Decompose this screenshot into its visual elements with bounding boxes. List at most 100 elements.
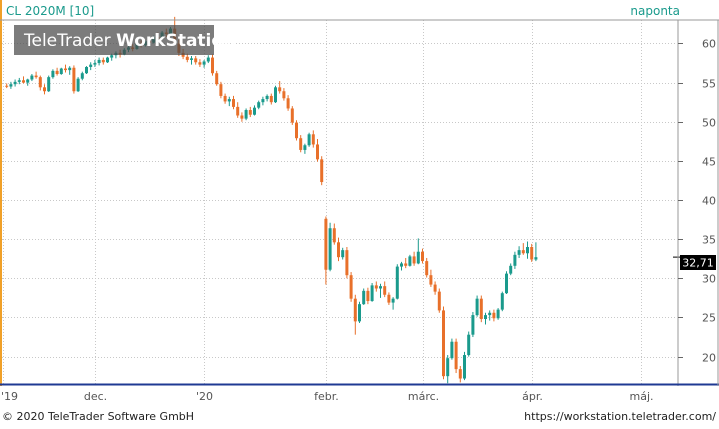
- source-url-link[interactable]: https://workstation.teletrader.com/: [524, 410, 716, 423]
- candle-body: [47, 77, 51, 92]
- candle-body: [534, 257, 538, 260]
- candle-body: [395, 266, 399, 299]
- candle-body: [248, 110, 252, 115]
- candle-body: [425, 261, 429, 276]
- candle-body: [59, 68, 63, 75]
- candle-body: [265, 95, 269, 100]
- candle-up: [450, 338, 454, 360]
- candle-body: [505, 273, 508, 294]
- candle-up: [446, 355, 450, 384]
- candle-body: [295, 122, 298, 139]
- candle-up: [26, 78, 30, 86]
- candle-up: [76, 77, 80, 93]
- candle-body: [215, 73, 219, 85]
- candle-up: [513, 251, 517, 269]
- candle-up: [358, 301, 361, 323]
- y-tick-label: 45: [702, 156, 716, 169]
- candle-body: [521, 250, 525, 254]
- candle-body: [110, 55, 114, 58]
- candle-body: [421, 251, 424, 262]
- y-tick-label: 30: [702, 273, 716, 286]
- candle-body: [496, 309, 500, 319]
- y-tick-label: 35: [702, 234, 716, 247]
- candle-up: [253, 105, 256, 116]
- candle-up: [475, 295, 479, 317]
- candle-down: [278, 81, 282, 94]
- candle-body: [450, 341, 454, 359]
- candle-body: [358, 304, 361, 322]
- candle-body: [509, 265, 513, 274]
- candle-body: [232, 99, 235, 107]
- candle-down: [324, 216, 328, 285]
- candle-up: [59, 67, 63, 75]
- candle-down: [286, 95, 290, 111]
- candle-down: [232, 95, 235, 110]
- candle-up: [106, 56, 109, 64]
- candle-down: [311, 130, 315, 148]
- candle-down: [374, 281, 378, 292]
- candle-down: [290, 106, 294, 125]
- candle-up: [370, 283, 374, 302]
- candle-body: [190, 58, 193, 60]
- candle-body: [530, 247, 534, 260]
- candle-up: [85, 66, 88, 75]
- candle-up: [89, 62, 93, 71]
- candle-body: [408, 256, 412, 266]
- candle-body: [324, 218, 328, 270]
- candle-up: [265, 94, 269, 102]
- candle-body: [97, 59, 101, 64]
- candle-up: [534, 242, 538, 262]
- candle-body: [467, 334, 471, 356]
- candle-body: [332, 228, 336, 243]
- symbol-label: CL 2020M [10]: [6, 4, 94, 18]
- candles: [5, 16, 680, 384]
- candle-body: [198, 62, 202, 65]
- candle-down: [433, 281, 437, 295]
- period-label[interactable]: naponta: [630, 4, 680, 18]
- candle-up: [51, 69, 55, 79]
- candle-body: [475, 298, 479, 316]
- candle-up: [416, 238, 420, 265]
- candle-body: [22, 80, 25, 83]
- plot-area[interactable]: [1, 20, 678, 384]
- candle-body: [194, 58, 198, 63]
- candle-down: [248, 106, 252, 118]
- candle-body: [488, 312, 492, 316]
- candle-body: [463, 355, 466, 379]
- watermark: TeleTrader WorkStation: [14, 25, 235, 55]
- candle-up: [97, 57, 101, 66]
- watermark-text: TeleTrader WorkStation: [23, 31, 235, 51]
- y-tick-label: 60: [702, 38, 716, 51]
- candle-up: [68, 66, 72, 75]
- candle-down: [332, 223, 336, 245]
- candle-down: [437, 288, 441, 313]
- candle-body: [30, 75, 34, 80]
- candle-up: [400, 261, 403, 271]
- candle-body: [269, 95, 273, 103]
- candle-down: [425, 257, 429, 278]
- candle-body: [433, 284, 437, 292]
- candle-down: [223, 93, 227, 104]
- x-tick-label: febr.: [314, 390, 339, 403]
- candle-down: [442, 306, 445, 380]
- price-badge-value: 32,71: [682, 257, 714, 270]
- candle-body: [345, 250, 349, 276]
- candle-body: [412, 256, 416, 264]
- candle-body: [458, 369, 462, 379]
- y-tick-label: 25: [702, 312, 716, 325]
- candle-down: [337, 237, 340, 262]
- candle-up: [202, 59, 206, 68]
- candle-up: [408, 254, 412, 267]
- candle-down: [366, 287, 370, 305]
- candle-down: [421, 248, 424, 264]
- candle-body: [471, 315, 475, 335]
- candle-body: [479, 298, 483, 320]
- price-badge-box: [680, 255, 716, 270]
- candle-up: [496, 308, 500, 320]
- candle-body: [349, 275, 353, 299]
- candle-up: [303, 143, 307, 154]
- candle-body: [51, 70, 55, 78]
- candle-body: [299, 138, 303, 150]
